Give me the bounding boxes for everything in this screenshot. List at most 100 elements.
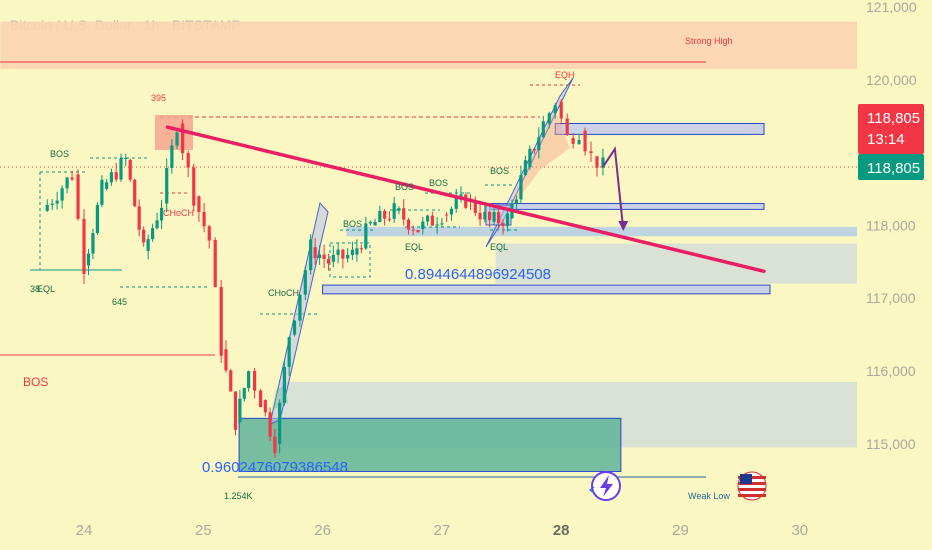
- candle-body: [50, 203, 54, 205]
- candle-body: [95, 204, 100, 234]
- candle-body: [133, 179, 137, 207]
- zone-sr-line[interactable]: [489, 203, 765, 210]
- time-tick-label: 25: [195, 522, 212, 539]
- time-tick-label: 28: [553, 522, 570, 539]
- candle-body: [541, 121, 545, 138]
- candle-body: [331, 254, 335, 262]
- candle-body: [258, 390, 263, 407]
- candle-body: [181, 123, 185, 154]
- eqh-label: EQH: [555, 70, 575, 80]
- candle-body: [364, 223, 368, 249]
- time-tick-label: 26: [314, 522, 331, 539]
- candle-body: [91, 233, 95, 254]
- candle-body: [355, 248, 359, 255]
- eql-left-label: EQL: [37, 284, 55, 294]
- price-tick-label: 117,000: [866, 290, 916, 306]
- candle-body: [82, 218, 86, 274]
- candle-body: [192, 167, 196, 206]
- candle-body: [229, 370, 233, 392]
- candle-body: [519, 175, 523, 200]
- candle-body: [589, 151, 593, 154]
- candle-body: [175, 132, 179, 146]
- candle-body: [532, 148, 536, 151]
- lightning-icon[interactable]: [589, 471, 621, 501]
- candle-body: [263, 400, 267, 413]
- candle-body: [378, 210, 382, 222]
- candle-body: [359, 248, 363, 250]
- bos-red-label: BOS: [23, 375, 48, 389]
- trendline[interactable]: [165, 125, 766, 274]
- candle-body: [387, 218, 392, 220]
- zone-demand-block[interactable]: [322, 284, 771, 295]
- candle-body: [537, 137, 541, 151]
- price-tick-label: 116,000: [866, 363, 916, 379]
- eql-mid-label: EQL: [405, 242, 423, 252]
- bos-label-4: BOS: [490, 166, 509, 176]
- choch-red-label: CHoCH: [163, 208, 194, 218]
- candle-body: [159, 207, 164, 221]
- zone-Strong High[interactable]: [0, 21, 858, 69]
- time-tick-label: 27: [434, 522, 451, 539]
- candle-body: [282, 366, 287, 403]
- candle-body: [313, 247, 317, 259]
- candle-body: [128, 159, 132, 180]
- candle-body: [373, 221, 377, 226]
- candle-body: [402, 208, 406, 220]
- candle-body: [124, 157, 128, 159]
- price-tick-label: 121,000: [866, 0, 917, 15]
- us-flag-icon[interactable]: [737, 471, 767, 501]
- candle-body: [146, 239, 150, 251]
- price-tick-label: 120,000: [866, 72, 917, 88]
- candle-body: [326, 258, 331, 264]
- candle-body: [233, 391, 238, 430]
- candle-body: [505, 213, 510, 227]
- strong-high-label: Strong High: [685, 36, 733, 46]
- zone-supply-block[interactable]: [554, 122, 765, 135]
- eql-right-label: EQL: [490, 242, 508, 252]
- candle-body: [341, 249, 345, 259]
- time-tick-label: 24: [76, 522, 93, 539]
- candle-body: [440, 223, 444, 225]
- candle-body: [449, 208, 454, 215]
- candle-body: [298, 294, 302, 321]
- candle-body: [421, 221, 425, 230]
- fib-ratio-label-2: 0.9602476079386548: [202, 459, 348, 476]
- bos-label-3: BOS: [429, 178, 448, 188]
- candle-body: [528, 148, 532, 168]
- candle-body: [155, 220, 159, 229]
- structure-lines: [0, 61, 857, 478]
- candle-body: [571, 138, 575, 144]
- bos-top-left-label: BOS: [50, 149, 69, 159]
- candle-body: [170, 145, 174, 169]
- candle-body: [346, 254, 350, 259]
- candle-body: [454, 198, 458, 209]
- swing-low-volume-label-1254k: 1.254K: [224, 491, 253, 501]
- candle-body: [583, 130, 587, 152]
- candle-body: [473, 200, 477, 213]
- candle-body: [416, 230, 420, 233]
- candle-body: [70, 177, 74, 180]
- candle-body: [273, 436, 277, 454]
- last-price-label: 118,805: [867, 160, 920, 177]
- zone-order-block[interactable]: [238, 417, 622, 472]
- choch-green-label: CHoCH: [268, 288, 299, 298]
- candle-body: [478, 212, 482, 220]
- candle-body: [318, 254, 322, 259]
- candle-body: [336, 249, 340, 255]
- swing-low-volume-label-645: 645: [112, 297, 127, 307]
- candles: [45, 99, 605, 458]
- candle-body: [430, 215, 434, 226]
- candle-body: [492, 212, 496, 222]
- volume-label-38: 38: [30, 284, 40, 294]
- candle-body: [547, 113, 551, 124]
- countdown-price-label: 118,805: [867, 110, 920, 127]
- candle-body: [150, 228, 155, 240]
- forecast-arrow-path[interactable]: [602, 146, 625, 230]
- candle-body: [202, 211, 206, 227]
- candle-body: [45, 204, 49, 211]
- countdown-label: 13:14: [867, 131, 905, 148]
- candle-body: [224, 349, 228, 371]
- candle-body: [483, 211, 487, 220]
- annotation-labels: Strong High Weak Low EQH 395 645 1.254K …: [23, 36, 733, 501]
